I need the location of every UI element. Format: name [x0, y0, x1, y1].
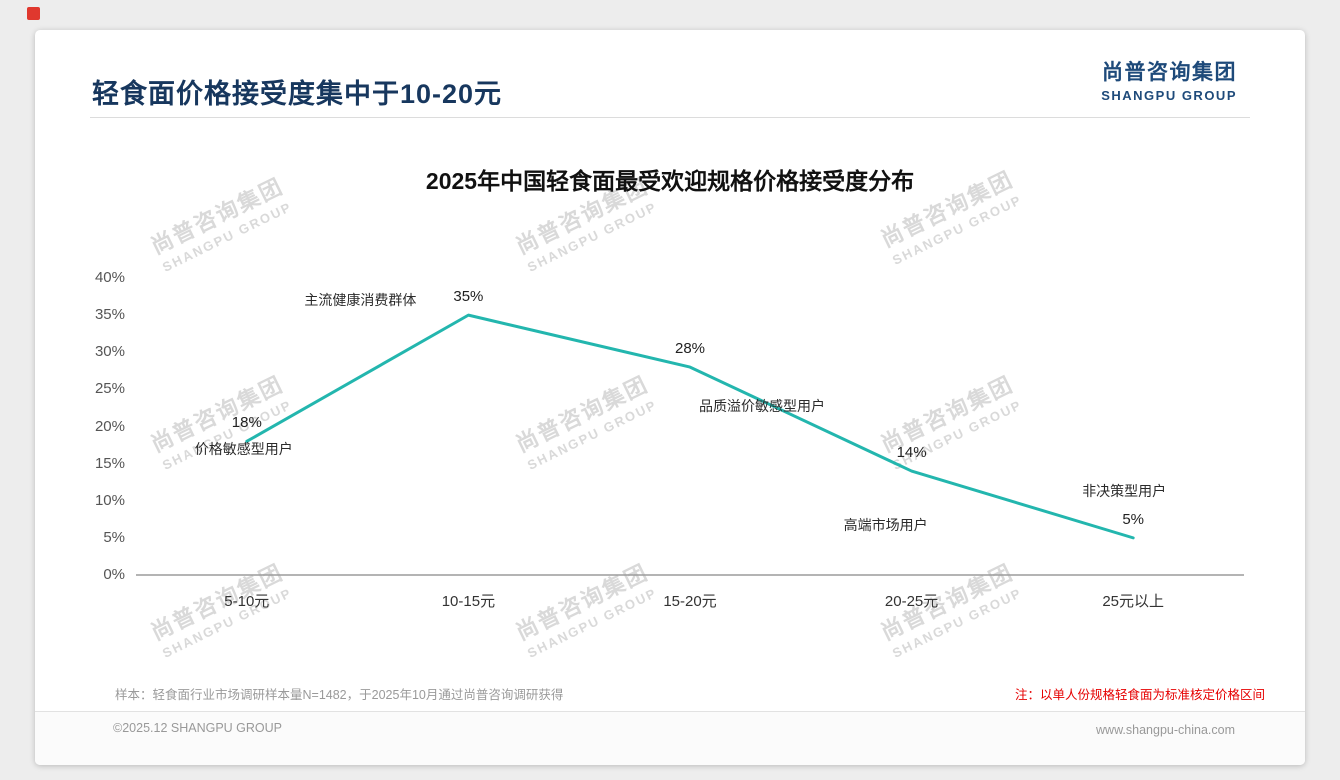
- segment-annotation: 价格敏感型用户: [194, 441, 293, 458]
- data-point-label: 14%: [896, 444, 927, 462]
- x-axis-category-label: 10-15元: [441, 593, 496, 610]
- x-axis-category-label: 5-10元: [224, 593, 270, 610]
- y-axis-tick-label: 10%: [94, 491, 125, 509]
- data-point-label: 35%: [453, 288, 484, 306]
- segment-annotation: 非决策型用户: [1082, 482, 1167, 499]
- price-definition-note: 注：以单人份规格轻食面为标准核定价格区间: [1014, 688, 1265, 702]
- acceptance-rate-line: [245, 313, 1135, 540]
- x-axis-category-label: 25元以上: [1102, 593, 1165, 610]
- chart-title: 2025年中国轻食面最受欢迎规格价格接受度分布: [425, 168, 915, 194]
- website-url: www.shangpu-china.com: [1096, 723, 1235, 737]
- sample-note: 样本：轻食面行业市场调研样本量N=1482，于2025年10月通过尚普咨询调研获…: [115, 688, 564, 702]
- x-axis-category-label: 20-25元: [884, 593, 939, 610]
- chart-region: 尚普咨询集团 SHANGPU GROUP 尚普咨询集团 SHANGPU GROUP 尚普…: [35, 30, 1305, 680]
- logo-chinese-name: 尚普咨询集团: [1102, 61, 1237, 84]
- y-axis-tick-label: 35%: [94, 306, 125, 324]
- segment-annotation: 品质溢价敏感型用户: [699, 398, 825, 415]
- x-axis-category-label: 15-20元: [663, 593, 717, 610]
- page-title: 轻食面价格接受度集中于10-20元: [92, 79, 503, 109]
- data-point-label: 18%: [231, 414, 262, 432]
- header-divider: [90, 117, 1250, 118]
- y-axis-tick-label: 30%: [94, 343, 125, 361]
- data-point-label: 28%: [674, 340, 706, 358]
- y-axis-tick-label: 40%: [94, 269, 125, 286]
- logo-english-name: SHANGPU GROUP: [1101, 88, 1237, 103]
- bottom-bar: ©2025.12 SHANGPU GROUP www.shangpu-china…: [35, 711, 1305, 765]
- footnote-row: 样本：轻食面行业市场调研样本量N=1482，于2025年10月通过尚普咨询调研获…: [115, 684, 1265, 703]
- chart-canvas: [136, 313, 1244, 576]
- segment-annotation: 主流健康消费群体: [304, 292, 417, 309]
- y-axis-tick-label: 20%: [94, 417, 125, 435]
- corner-logo-mark: [27, 7, 40, 20]
- y-axis-tick-label: 5%: [103, 528, 125, 546]
- slide-card: 尚普咨询集团 SHANGPU GROUP 尚普咨询集团 SHANGPU GROUP 尚普…: [35, 30, 1305, 765]
- data-point-label: 5%: [1122, 510, 1145, 528]
- y-axis-tick-label: 0%: [103, 566, 125, 583]
- copyright-text: ©2025.12 SHANGPU GROUP: [113, 721, 282, 735]
- y-axis-tick-label: 25%: [94, 380, 125, 398]
- segment-annotation: 高端市场用户: [843, 517, 928, 534]
- company-logo: 尚普咨询集团 SHANGPU GROUP: [1101, 56, 1237, 103]
- y-axis-tick-label: 15%: [94, 454, 125, 472]
